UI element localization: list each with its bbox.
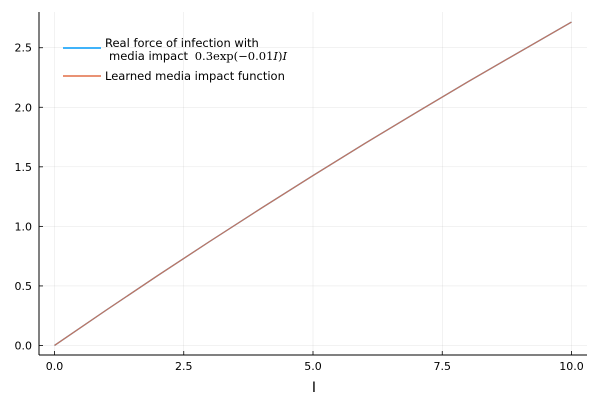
x-axis-label: I: [312, 380, 316, 396]
series-line-learned: [54, 21, 572, 347]
x-tick-label: 2.5: [175, 360, 193, 373]
x-tick-label: 5.0: [304, 360, 322, 373]
legend-label-real-line2: media impact 0.3exp(−0.01I)I: [109, 49, 287, 63]
x-tick-label: 10.0: [559, 360, 584, 373]
y-tick-label: 2.0: [15, 101, 33, 114]
y-tick-label: 2.5: [15, 42, 33, 55]
y-tick-label: 1.5: [15, 161, 33, 174]
y-tick-label: 0.5: [15, 280, 33, 293]
legend-label-real-line1: Real force of infection with: [105, 36, 259, 50]
legend: Real force of infection with media impac…: [63, 36, 287, 83]
series-group: [54, 21, 572, 347]
y-tick-label: 1.0: [15, 220, 33, 233]
legend-label-real-math-d: I: [281, 49, 287, 63]
legend-label-learned: Learned media impact function: [105, 69, 285, 83]
y-tick-label: 0.0: [15, 339, 33, 352]
legend-label-real-math-c: ): [278, 49, 283, 63]
legend-label-real-math-b: I: [272, 49, 278, 63]
legend-label-real-text: media impact: [109, 49, 189, 63]
ticks: 0.0 2.5 5.0 7.5 10.0 0.0 0.5 1.0 1.5 2.0 2.5: [15, 42, 584, 373]
x-tick-label: 0.0: [46, 360, 64, 373]
x-tick-label: 7.5: [433, 360, 451, 373]
legend-label-real-math-a: 0.3exp(−0.01: [195, 49, 274, 63]
grid: [39, 12, 587, 355]
